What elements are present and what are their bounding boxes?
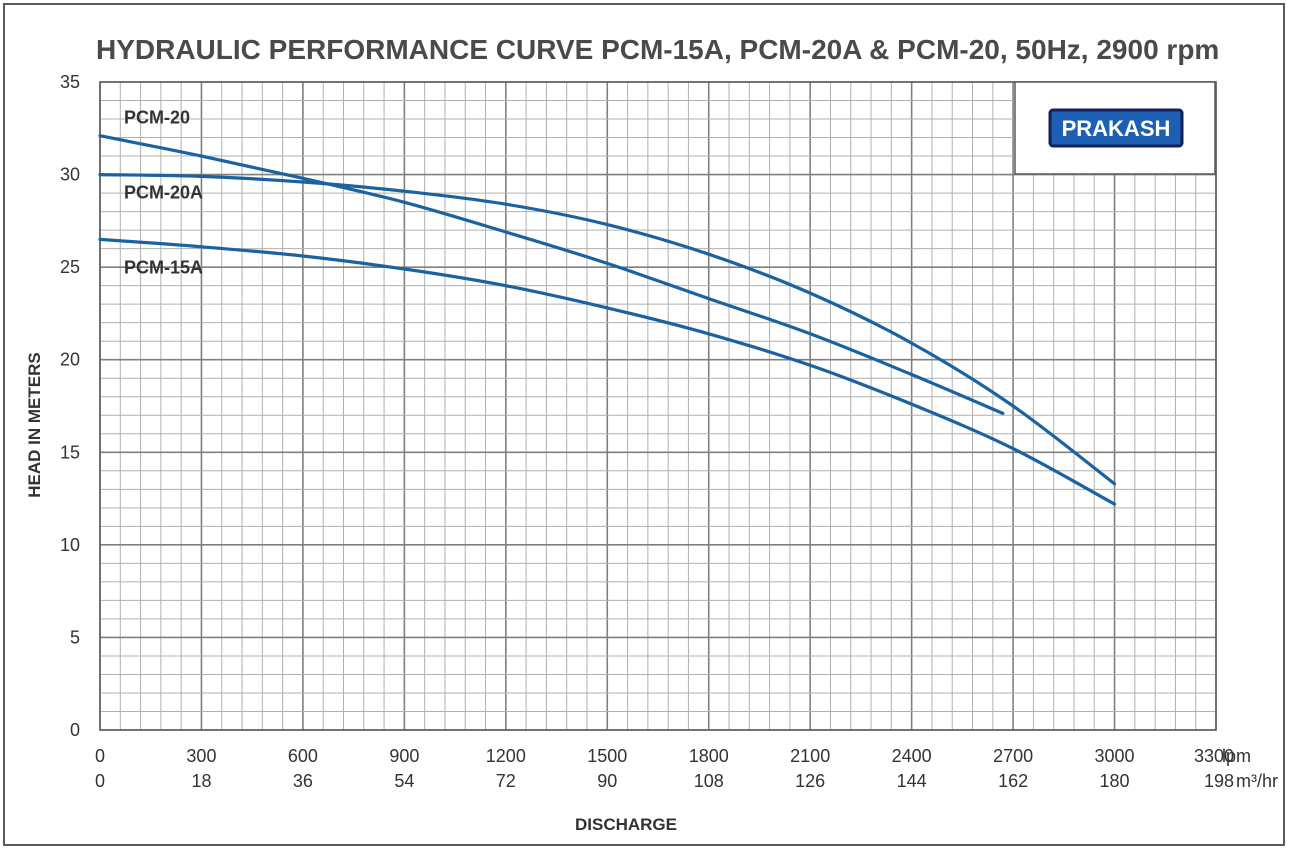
x-tick-label-lpm: 1200 — [486, 746, 526, 766]
x-tick-label-lpm: 2100 — [790, 746, 830, 766]
y-axis-ticks: 0 5 10 15 20 25 30 35 — [60, 72, 80, 740]
x-tick-label-m3hr: 90 — [597, 771, 617, 791]
series-label-pcm-20: PCM-20 — [124, 108, 190, 128]
x-tick-label-lpm: 600 — [288, 746, 318, 766]
x-axis-ticks: 0 300 600 900 1200 1500 1800 2100 2400 2700 3000 33… — [95, 746, 1234, 791]
x-unit-m3hr: m³/hr — [1236, 771, 1278, 791]
y-tick-label: 10 — [60, 535, 80, 555]
x-tick-label-m3hr: 36 — [293, 771, 313, 791]
x-tick-label-lpm: 900 — [389, 746, 419, 766]
x-tick-label-m3hr: 0 — [95, 771, 105, 791]
x-tick-label-m3hr: 126 — [795, 771, 825, 791]
series-line-pcm-20 — [98, 134, 1005, 415]
x-tick-label-m3hr: 72 — [496, 771, 516, 791]
plot-area — [100, 82, 1216, 730]
series-line-pcm-15a — [98, 237, 1117, 506]
x-tick-label-m3hr: 144 — [897, 771, 927, 791]
x-tick-label-m3hr: 108 — [694, 771, 724, 791]
plot-border — [99, 81, 1217, 731]
series-label-pcm-15a: PCM-15A — [124, 257, 203, 277]
series-lines — [98, 134, 1117, 506]
x-tick-label-m3hr: 54 — [394, 771, 414, 791]
brand-logo: PRAKASH — [1014, 81, 1216, 175]
series-line-pcm-20a — [98, 173, 1117, 486]
chart-title: HYDRAULIC PERFORMANCE CURVE PCM-15A, PCM… — [96, 34, 1219, 65]
x-tick-label-lpm: 2400 — [892, 746, 932, 766]
y-tick-label: 25 — [60, 257, 80, 277]
series-label-pcm-20a: PCM-20A — [124, 183, 203, 203]
x-tick-label-lpm: 1500 — [587, 746, 627, 766]
y-tick-label: 35 — [60, 72, 80, 92]
x-tick-label-lpm: 3000 — [1095, 746, 1135, 766]
y-tick-label: 20 — [60, 350, 80, 370]
y-tick-label: 0 — [70, 720, 80, 740]
x-tick-label-m3hr: 162 — [998, 771, 1028, 791]
y-tick-label: 15 — [60, 442, 80, 462]
logo-badge — [1048, 108, 1184, 148]
x-axis-title: DISCHARGE — [575, 815, 677, 834]
x-tick-label-lpm: 0 — [95, 746, 105, 766]
x-tick-label-m3hr: 198 — [1204, 771, 1234, 791]
x-tick-label-lpm: 3300 — [1194, 746, 1234, 766]
series-labels: PCM-20 PCM-20A PCM-15A — [124, 108, 203, 278]
x-tick-label-m3hr: 18 — [191, 771, 211, 791]
x-tick-label-lpm: 2700 — [993, 746, 1033, 766]
x-tick-label-lpm: 1800 — [689, 746, 729, 766]
plot-grid — [99, 81, 1217, 731]
y-axis-title: HEAD IN METERS — [25, 352, 44, 497]
logo-text: PRAKASH — [1062, 116, 1171, 141]
y-tick-label: 30 — [60, 165, 80, 185]
x-tick-label-lpm: 300 — [186, 746, 216, 766]
x-unit-lpm: lpm — [1222, 746, 1251, 766]
x-tick-label-m3hr: 180 — [1100, 771, 1130, 791]
y-tick-label: 5 — [70, 627, 80, 647]
